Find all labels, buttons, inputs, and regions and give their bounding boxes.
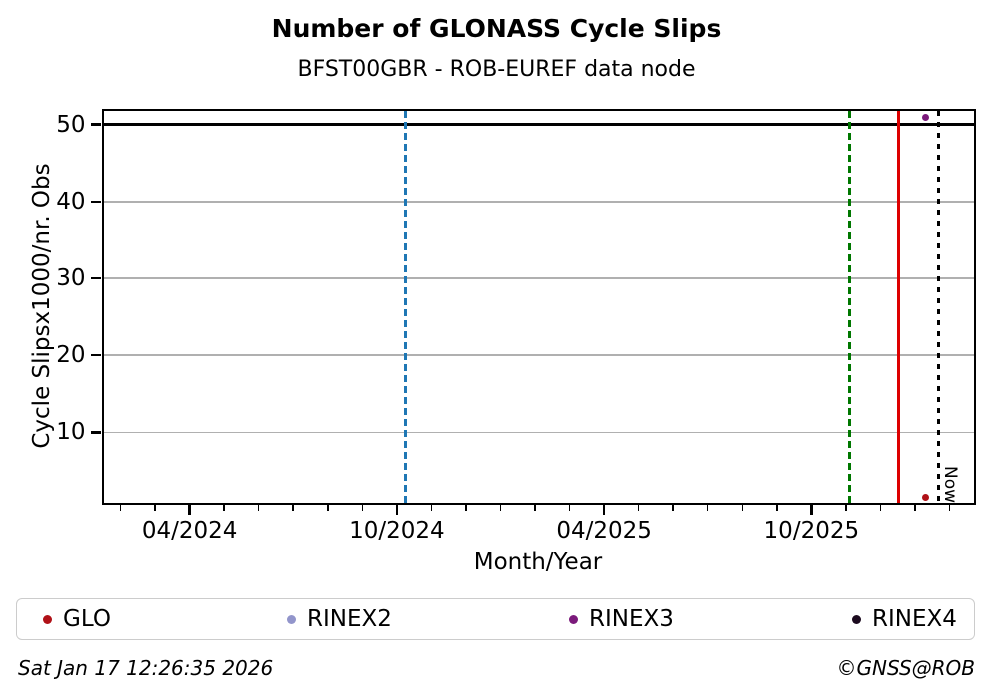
y-tick-label: 30	[56, 264, 86, 291]
now-line	[936, 110, 940, 503]
y-tick	[91, 276, 101, 280]
x-minor-tick	[327, 505, 329, 511]
x-tick-label: 04/2024	[141, 517, 238, 544]
y-gridline	[103, 201, 974, 203]
x-tick-label: 10/2025	[763, 517, 860, 544]
x-minor-tick	[223, 505, 225, 511]
x-major-tick	[395, 505, 399, 515]
legend: GLO RINEX2 RINEX3 RINEX4	[16, 598, 975, 640]
data-point-glo	[921, 494, 929, 502]
legend-label-rinex3: RINEX3	[589, 606, 674, 632]
event-line-green	[847, 110, 851, 503]
x-tick-label: 04/2025	[556, 517, 652, 544]
x-minor-tick	[361, 505, 364, 511]
y-gridline	[103, 277, 974, 279]
footer-timestamp: Sat Jan 17 12:26:35 2026	[18, 656, 274, 680]
chart-subtitle: BFST00GBR - ROB-EUREF data node	[297, 57, 696, 82]
x-minor-tick	[845, 505, 847, 511]
y-tick	[91, 200, 101, 203]
x-minor-tick	[637, 505, 640, 511]
x-major-tick	[188, 505, 191, 515]
y-tick-label: 50	[56, 111, 86, 138]
x-major-tick	[602, 505, 606, 515]
rinex2-marker-icon	[287, 614, 296, 624]
x-minor-tick	[154, 505, 156, 511]
legend-item-rinex3: RINEX3	[569, 599, 674, 639]
x-minor-tick	[706, 505, 709, 511]
chart-title: Number of GLONASS Cycle Slips	[271, 14, 722, 43]
rinex4-marker-icon	[852, 614, 861, 624]
x-minor-tick	[119, 505, 122, 511]
legend-label-glo: GLO	[63, 606, 111, 632]
x-minor-tick	[672, 505, 674, 511]
y-gridline	[103, 354, 974, 356]
data-point-rinex3	[921, 114, 929, 122]
x-minor-tick	[534, 505, 536, 511]
legend-label-rinex2: RINEX2	[307, 606, 392, 632]
rinex3-marker-icon	[569, 614, 578, 624]
footer-credit: ©GNSS@ROB	[836, 656, 976, 680]
legend-item-rinex2: RINEX2	[287, 599, 392, 639]
y-tick-label: 40	[56, 188, 86, 215]
glo-marker-icon	[43, 614, 52, 624]
event-line-blue	[404, 110, 408, 503]
legend-item-glo: GLO	[43, 599, 111, 639]
plot-area: 50 40 30 20 10 04/2024 10/2024 04/2025 10/2025 No…	[56, 108, 976, 544]
x-minor-tick	[499, 505, 502, 511]
x-minor-tick	[741, 505, 743, 511]
x-minor-tick	[465, 505, 467, 511]
x-minor-tick	[948, 505, 951, 511]
x-minor-tick	[257, 505, 260, 511]
x-axis-label: Month/Year	[473, 549, 603, 575]
x-minor-tick	[568, 505, 571, 511]
x-major-tick	[810, 505, 813, 515]
y-tick-label: 20	[56, 342, 86, 369]
y-gridline	[103, 431, 974, 434]
x-minor-tick	[430, 505, 433, 511]
y-tick-label: 10	[56, 419, 86, 446]
x-minor-tick	[776, 505, 778, 511]
legend-item-rinex4: RINEX4	[852, 599, 957, 639]
x-minor-tick	[914, 505, 916, 511]
y-tick	[91, 353, 101, 357]
now-label: Now	[940, 465, 961, 503]
y-tick	[91, 123, 101, 126]
y-tick	[91, 431, 101, 434]
x-tick-label: 10/2024	[349, 517, 445, 544]
event-line-red	[896, 110, 900, 503]
x-minor-tick	[879, 505, 882, 511]
x-minor-tick	[292, 505, 294, 511]
reference-line-50	[103, 122, 974, 126]
legend-label-rinex4: RINEX4	[872, 606, 957, 632]
